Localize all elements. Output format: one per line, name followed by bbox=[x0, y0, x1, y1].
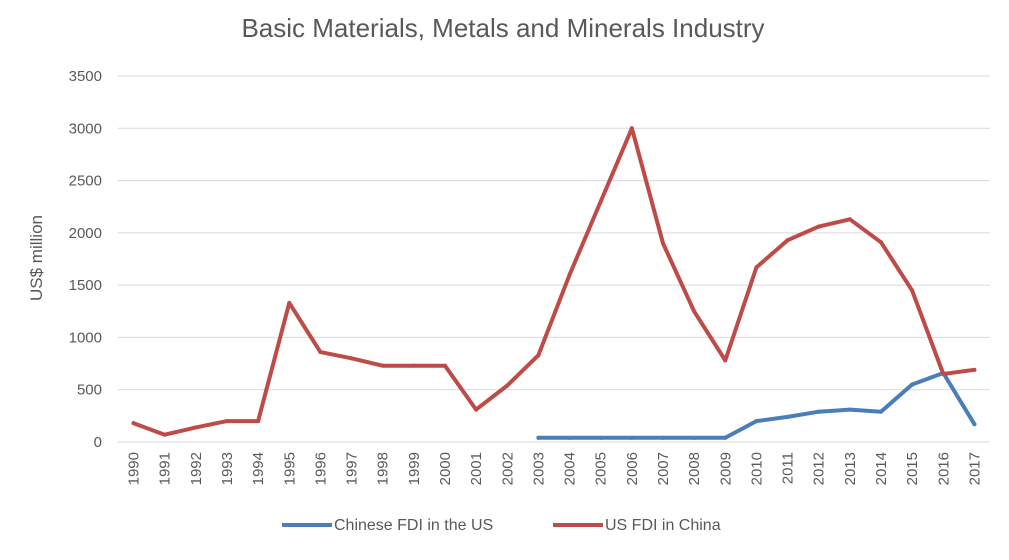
x-tick-label: 2009 bbox=[717, 452, 734, 485]
x-tick-label: 2004 bbox=[562, 452, 579, 485]
data-point bbox=[972, 422, 977, 427]
x-tick-label: 2014 bbox=[873, 452, 890, 485]
data-point bbox=[443, 363, 447, 368]
x-tick-label: 1995 bbox=[281, 452, 298, 485]
y-tick-label: 3000 bbox=[69, 120, 102, 137]
data-point bbox=[598, 435, 603, 440]
data-point bbox=[629, 126, 634, 131]
data-point bbox=[723, 435, 728, 440]
data-point bbox=[754, 265, 759, 270]
x-tick-label: 1992 bbox=[188, 452, 205, 485]
x-tick-label: 2002 bbox=[499, 452, 516, 485]
x-tick-label: 1999 bbox=[406, 452, 423, 485]
data-point bbox=[131, 421, 136, 426]
data-point bbox=[287, 300, 292, 305]
data-point bbox=[941, 372, 946, 377]
data-point bbox=[816, 224, 821, 229]
data-point bbox=[785, 238, 790, 243]
data-point bbox=[692, 435, 697, 440]
x-tick-label: 2003 bbox=[530, 452, 547, 485]
y-tick-label: 500 bbox=[77, 382, 102, 399]
y-axis-ticks: 0 500 1000 1500 2000 2500 3000 3500 bbox=[69, 68, 102, 451]
x-tick-label: 2000 bbox=[437, 452, 454, 485]
data-point bbox=[256, 419, 261, 424]
data-point bbox=[598, 199, 603, 204]
data-point bbox=[193, 425, 198, 430]
data-point bbox=[879, 240, 883, 245]
data-point bbox=[661, 435, 665, 440]
y-tick-label: 1000 bbox=[69, 329, 102, 346]
data-point bbox=[847, 407, 852, 412]
data-point bbox=[536, 353, 541, 358]
y-axis-label: US$ million bbox=[27, 215, 46, 301]
legend-label: US FDI in China bbox=[605, 517, 721, 534]
legend: Chinese FDI in the US US FDI in China bbox=[282, 517, 721, 534]
data-point bbox=[318, 350, 323, 355]
data-point bbox=[723, 358, 728, 363]
data-point bbox=[910, 382, 915, 387]
y-tick-label: 2000 bbox=[69, 225, 102, 242]
x-tick-label: 1996 bbox=[312, 452, 329, 485]
y-tick-label: 1500 bbox=[69, 277, 102, 294]
data-point bbox=[411, 363, 416, 368]
x-tick-label: 1994 bbox=[250, 452, 267, 485]
data-point bbox=[910, 288, 915, 293]
x-tick-label: 1990 bbox=[126, 452, 143, 485]
series-line-us-fdi bbox=[131, 126, 977, 437]
data-point bbox=[474, 407, 479, 412]
x-tick-label: 2016 bbox=[935, 452, 952, 485]
chart-title: Basic Materials, Metals and Minerals Ind… bbox=[241, 13, 764, 43]
data-point bbox=[692, 309, 697, 314]
data-point bbox=[629, 435, 634, 440]
y-tick-label: 2500 bbox=[69, 173, 102, 190]
data-point bbox=[847, 217, 852, 222]
data-point bbox=[567, 435, 572, 440]
series-line-chinese-fdi bbox=[536, 371, 977, 440]
data-point bbox=[661, 241, 665, 246]
data-point bbox=[225, 419, 229, 424]
data-point bbox=[567, 272, 572, 277]
data-point bbox=[162, 432, 167, 437]
x-tick-label: 1998 bbox=[375, 452, 392, 485]
data-point bbox=[754, 419, 759, 424]
x-tick-label: 1997 bbox=[344, 452, 361, 485]
x-tick-label: 2005 bbox=[593, 452, 610, 485]
y-tick-label: 0 bbox=[94, 434, 102, 451]
data-point bbox=[380, 363, 385, 368]
data-point bbox=[536, 435, 541, 440]
x-tick-label: 1991 bbox=[157, 452, 174, 485]
x-tick-label: 2012 bbox=[811, 452, 828, 485]
x-tick-label: 2015 bbox=[904, 452, 921, 485]
x-tick-label: 2006 bbox=[624, 452, 641, 485]
x-tick-label: 2011 bbox=[780, 452, 797, 484]
series-lines bbox=[131, 126, 977, 440]
y-tick-label: 3500 bbox=[69, 68, 102, 85]
x-tick-label: 2013 bbox=[842, 452, 859, 485]
data-point bbox=[349, 356, 354, 361]
x-tick-label: 2008 bbox=[686, 452, 703, 485]
data-point bbox=[816, 409, 821, 414]
data-point bbox=[505, 383, 510, 388]
data-point bbox=[785, 414, 790, 419]
data-point bbox=[972, 367, 977, 372]
x-axis-ticks: 1990 1991 1992 1993 1994 1995 1996 1997 1998 1999… bbox=[126, 452, 984, 485]
x-tick-label: 2010 bbox=[748, 452, 765, 485]
legend-label: Chinese FDI in the US bbox=[334, 517, 493, 534]
x-tick-label: 2001 bbox=[468, 452, 485, 485]
x-tick-label: 2017 bbox=[966, 452, 983, 485]
gridlines bbox=[118, 75, 990, 443]
x-tick-label: 2007 bbox=[655, 452, 672, 485]
x-tick-label: 1993 bbox=[219, 452, 236, 485]
data-point bbox=[879, 409, 883, 414]
